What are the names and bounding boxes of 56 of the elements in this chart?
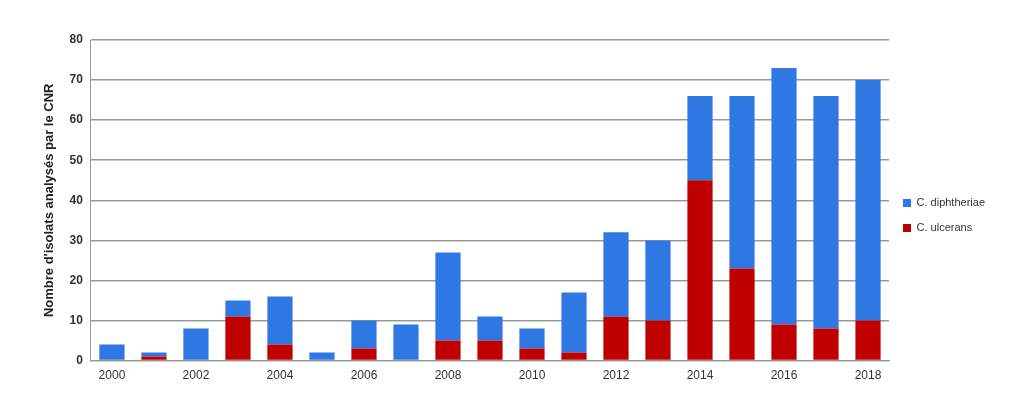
bar: [771, 324, 797, 360]
x-tick-label: 2008: [434, 368, 462, 383]
bar: [519, 328, 545, 349]
y-tick-label: 30: [69, 232, 84, 247]
y-tick-label: 80: [69, 32, 84, 47]
bar: [561, 292, 587, 353]
x-tick-label: 2004: [266, 368, 294, 383]
bar: [99, 344, 125, 360]
x-tick-label: 2014: [686, 368, 714, 383]
y-tick-label: 20: [69, 272, 84, 287]
legend-label: C. diphtheriae: [916, 196, 986, 209]
bar: [729, 96, 755, 269]
y-axis-title: Nombre d'isolats analysés par le CNR: [41, 82, 57, 318]
bar: [603, 232, 629, 317]
x-tick-label: 2018: [854, 368, 882, 383]
y-tick-label: 60: [69, 112, 84, 127]
y-tick-label: 50: [69, 152, 84, 167]
bar: [813, 328, 839, 360]
y-tick-label: 10: [69, 312, 84, 327]
bar: [309, 352, 335, 360]
bar: [603, 316, 629, 360]
bar: [519, 348, 545, 360]
bar: [645, 320, 671, 360]
x-tick-label: 2010: [518, 368, 546, 383]
bar: [435, 340, 461, 360]
bar: [687, 96, 713, 181]
x-tick-label: 2000: [98, 368, 126, 383]
bar: [561, 352, 587, 360]
x-tick-label: 2012: [602, 368, 630, 383]
bar: [813, 96, 839, 329]
y-tick-label: 0: [76, 352, 84, 367]
bar: [477, 340, 503, 360]
bar: [729, 268, 755, 360]
y-tick-label: 70: [69, 72, 84, 87]
bar: [771, 68, 797, 325]
x-tick-label: 2016: [770, 368, 798, 383]
y-tick-label: 40: [69, 192, 84, 207]
bar: [183, 328, 209, 360]
bar: [225, 316, 251, 360]
bar: [267, 344, 293, 360]
x-tick-label: 2006: [350, 368, 378, 383]
bar: [225, 300, 251, 317]
bar: [141, 356, 167, 360]
bar: [351, 348, 377, 360]
bar: [267, 296, 293, 345]
legend-label: C. ulcerans: [916, 221, 973, 234]
bar: [435, 252, 461, 341]
x-tick-label: 2002: [182, 368, 210, 383]
bar: [855, 320, 881, 360]
bar: [645, 240, 671, 321]
bar: [687, 180, 713, 360]
bar: [477, 316, 503, 341]
bar: [141, 352, 167, 357]
bar: [855, 80, 881, 321]
bar: [351, 320, 377, 349]
bar: [393, 324, 419, 360]
